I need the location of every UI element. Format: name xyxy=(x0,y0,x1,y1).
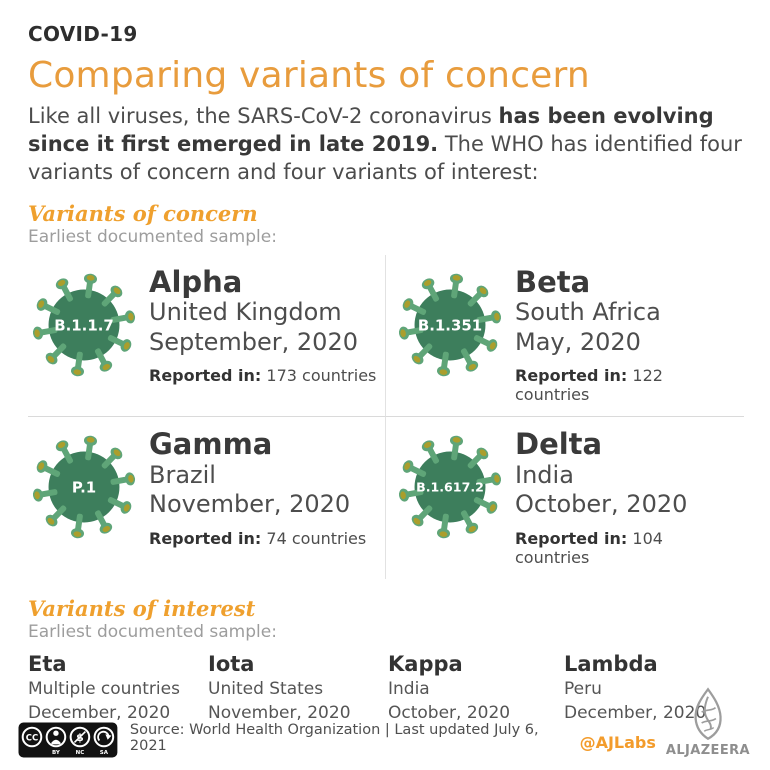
variant-origin: Multiple countries xyxy=(28,678,180,699)
al-jazeera-logo-icon xyxy=(694,687,722,741)
variant-name: Kappa xyxy=(388,651,463,676)
variant-date: September, 2020 xyxy=(149,327,358,356)
variant-date: December, 2020 xyxy=(28,702,171,723)
variant-reported: Reported in: 74 countries xyxy=(149,529,366,548)
variant-name: Alpha xyxy=(149,264,243,299)
reported-label: Reported in: xyxy=(149,366,262,386)
interest-variant-iota: Iota United States November, 2020 xyxy=(208,652,388,724)
interest-variant-kappa: Kappa India October, 2020 xyxy=(388,652,564,724)
nc-label: NC xyxy=(76,750,85,756)
intro-paragraph: Like all viruses, the SARS-CoV-2 coronav… xyxy=(28,103,744,187)
ajlabs-credit: @AJLabs xyxy=(579,733,656,752)
interest-variant-lambda: Lambda Peru December, 2020 xyxy=(564,652,744,724)
source-note: Source: World Health Organization | Last… xyxy=(129,722,539,754)
variant-date: November, 2020 xyxy=(208,702,351,723)
variant-date: October, 2020 xyxy=(388,702,511,723)
variant-reported: Reported in: 122 countries xyxy=(515,366,738,404)
lineage-label: P.1 xyxy=(72,479,96,497)
variant-name: Lambda xyxy=(564,651,658,676)
intro-text-bold: has been evolving since it first emerged… xyxy=(28,104,714,156)
brand-block: ALJAZEERA xyxy=(666,687,750,758)
sa-label: SA xyxy=(100,750,109,756)
creative-commons-badge-icon: CC $ BY NC SA xyxy=(18,722,118,758)
reported-value: 104 countries xyxy=(515,528,663,567)
variant-origin: South Africa xyxy=(515,298,661,327)
intro-text-2: The WHO has identified four variants of … xyxy=(28,131,742,184)
variants-of-interest-subheading: Earliest documented sample: xyxy=(28,621,277,642)
virus-icon: P.1 xyxy=(31,435,137,540)
virus-icon: B.1.617.2 xyxy=(397,435,503,540)
variant-card-alpha: B.1.1.7 Alpha United Kingdom September, … xyxy=(28,254,386,418)
variant-date: May, 2020 xyxy=(515,327,641,356)
variants-of-interest-grid: Eta Multiple countries December, 2020 Io… xyxy=(28,652,744,724)
variant-date: October, 2020 xyxy=(515,490,688,519)
variant-origin: Brazil xyxy=(149,460,216,489)
variant-name: Beta xyxy=(515,264,591,299)
variant-card-delta: B.1.617.2 Delta India October, 2020 Repo… xyxy=(386,417,744,579)
variant-origin: India xyxy=(388,678,430,699)
reported-label: Reported in: xyxy=(149,528,262,548)
variant-name: Gamma xyxy=(149,427,273,462)
variant-origin: India xyxy=(515,460,574,489)
cc-glyph: CC xyxy=(26,732,38,742)
variants-of-interest-heading: Variants of interest xyxy=(28,595,256,621)
variants-of-concern-subheading: Earliest documented sample: xyxy=(28,226,277,247)
variant-date: November, 2020 xyxy=(149,490,351,519)
variant-origin: United States xyxy=(208,678,324,699)
reported-label: Reported in: xyxy=(515,366,628,386)
virus-icon: B.1.351 xyxy=(397,272,503,377)
variant-name: Delta xyxy=(515,427,603,462)
brand-name: ALJAZEERA xyxy=(665,743,750,758)
reported-value: 173 countries xyxy=(266,366,377,386)
lineage-label: B.1.1.7 xyxy=(54,316,114,334)
variants-of-concern-grid: B.1.1.7 Alpha United Kingdom September, … xyxy=(28,254,744,579)
variant-reported: Reported in: 104 countries xyxy=(515,529,738,567)
reported-label: Reported in: xyxy=(515,528,628,548)
reported-value: 74 countries xyxy=(266,528,367,548)
lineage-label: B.1.351 xyxy=(418,316,482,334)
variant-name: Iota xyxy=(208,651,255,676)
reported-value: 122 countries xyxy=(515,366,663,405)
variant-date: December, 2020 xyxy=(564,702,707,723)
variant-origin: Peru xyxy=(564,678,602,699)
virus-icon: B.1.1.7 xyxy=(31,272,137,377)
lineage-label: B.1.617.2 xyxy=(416,480,484,495)
variant-card-gamma: P.1 Gamma Brazil November, 2020 Reported… xyxy=(28,417,386,579)
interest-variant-eta: Eta Multiple countries December, 2020 xyxy=(28,652,208,724)
variant-origin: United Kingdom xyxy=(149,298,342,327)
variant-reported: Reported in: 173 countries xyxy=(149,366,376,385)
kicker-label: COVID-19 xyxy=(28,22,138,46)
footer: CC $ BY NC SA Source: World Health Organ… xyxy=(18,687,750,758)
by-label: BY xyxy=(52,750,61,756)
page-title: Comparing variants of concern xyxy=(28,55,590,96)
variant-card-beta: B.1.351 Beta South Africa May, 2020 Repo… xyxy=(386,255,744,418)
variants-of-concern-heading: Variants of concern xyxy=(28,200,258,226)
intro-text-1: Like all viruses, the SARS-CoV-2 coronav… xyxy=(28,104,499,128)
variant-name: Eta xyxy=(28,651,67,676)
